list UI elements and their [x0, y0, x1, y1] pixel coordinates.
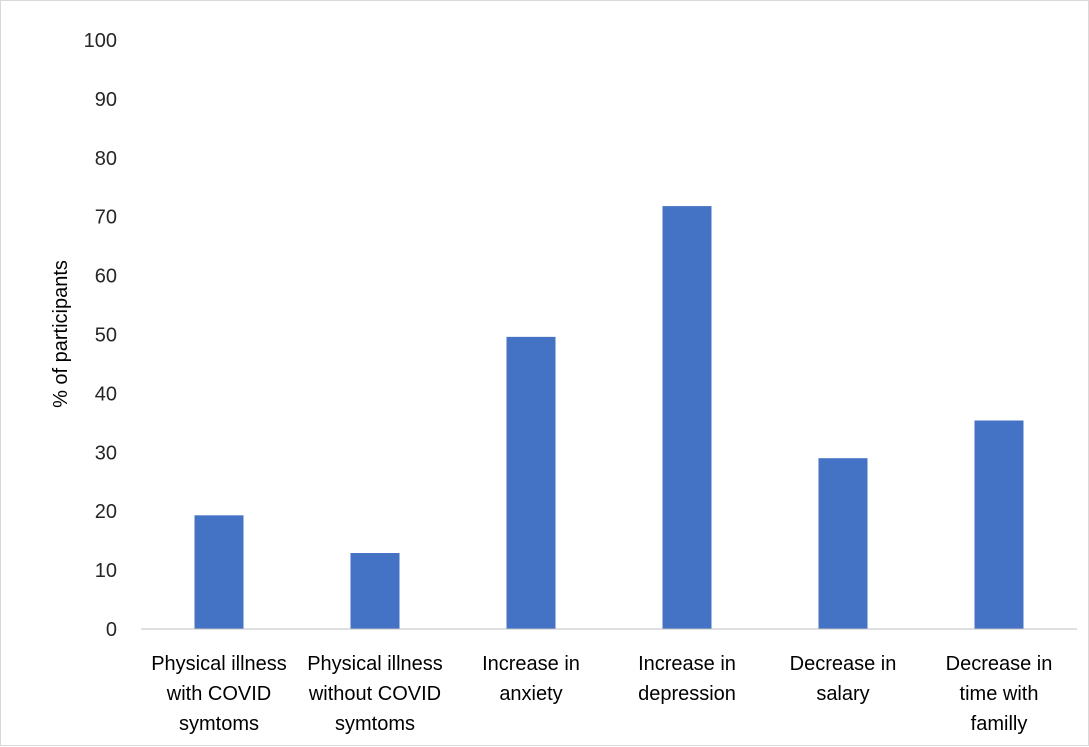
x-tick-label-line: Physical illness	[151, 653, 287, 675]
y-tick-label: 20	[95, 501, 117, 523]
x-tick-label-line: without COVID	[308, 683, 441, 705]
bar	[506, 336, 556, 629]
x-tick-label: Decrease in salary	[790, 653, 897, 705]
y-tick-label: 80	[95, 148, 117, 170]
bar	[194, 515, 244, 629]
x-axis-labels: Physical illness with COVID symtomsPhysica…	[151, 653, 1052, 735]
y-tick-label: 60	[95, 266, 117, 288]
y-tick-label: 70	[95, 207, 117, 229]
y-tick-label: 50	[95, 325, 117, 347]
x-tick-label-line: Physical illness	[307, 653, 443, 675]
bar	[662, 206, 712, 629]
x-tick-label-line: Decrease in	[946, 653, 1053, 675]
bar	[350, 553, 400, 629]
y-tick-label: 0	[106, 619, 117, 641]
x-tick-label-line: familly	[971, 713, 1028, 735]
x-tick-label-line: with COVID	[166, 683, 271, 705]
x-tick-label-line: salary	[816, 683, 869, 705]
x-tick-label-line: depression	[638, 683, 736, 705]
x-tick-label-line: Increase in	[638, 653, 736, 675]
bar	[818, 458, 868, 629]
x-tick-label: Physical illness without COVID symtoms	[307, 653, 443, 735]
x-tick-label-line: time with	[960, 683, 1039, 705]
x-tick-label: Physical illness with COVID symtoms	[151, 653, 287, 735]
y-tick-label: 10	[95, 560, 117, 582]
x-tick-label: Increase in depression	[638, 653, 736, 705]
x-tick-label-line: symtoms	[335, 713, 415, 735]
y-axis-title: % of participants	[50, 260, 72, 408]
y-tick-label: 40	[95, 383, 117, 405]
x-tick-label-line: symtoms	[179, 713, 259, 735]
bar	[974, 420, 1024, 629]
y-tick-label: 30	[95, 442, 117, 464]
x-tick-label-line: anxiety	[499, 683, 562, 705]
y-axis-ticks: 0 10 20 30 40 50 60 70 80 90 100	[84, 30, 117, 641]
x-tick-label-line: Decrease in	[790, 653, 897, 675]
x-tick-label-line: Increase in	[482, 653, 580, 675]
y-tick-label: 90	[95, 89, 117, 111]
x-tick-label: Decrease in time with familly	[946, 653, 1053, 735]
bars	[194, 206, 1024, 629]
y-tick-label: 100	[84, 30, 117, 52]
x-tick-label: Increase in anxiety	[482, 653, 580, 705]
